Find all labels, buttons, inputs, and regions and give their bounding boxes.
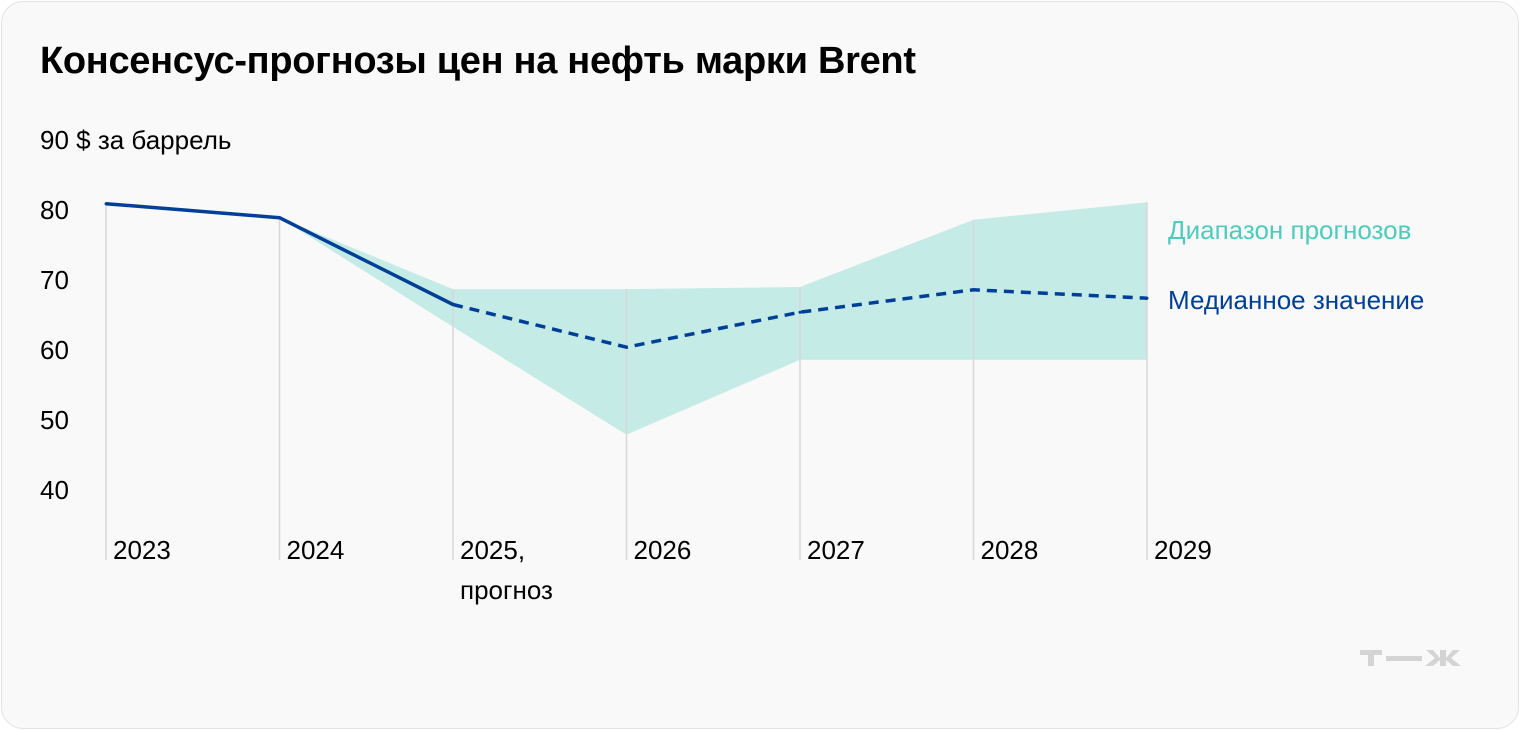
median-point — [1145, 296, 1149, 300]
y-tick-label: 50 — [40, 405, 69, 435]
legend-median-label: Медианное значение — [1168, 285, 1424, 315]
x-tick-label: 2023 — [113, 535, 171, 565]
x-tick-label: 2029 — [1154, 535, 1212, 565]
tzh-logo — [1360, 650, 1461, 666]
x-tick-label: 2026 — [634, 535, 692, 565]
x-tick-label: 2025, прогноз — [460, 535, 553, 605]
median-point — [798, 310, 802, 314]
y-tick-label: 40 — [40, 475, 69, 505]
y-tick-label: 60 — [40, 335, 69, 365]
median-point — [625, 345, 628, 349]
x-tick-label: 2028 — [981, 535, 1039, 565]
y-tick-label: 80 — [40, 195, 69, 225]
legend-range-label: Диапазон прогнозов — [1168, 215, 1411, 245]
x-tick-label: 2027 — [807, 535, 865, 565]
y-tick-label: 70 — [40, 265, 69, 295]
median-point — [451, 303, 455, 306]
y-tick-label: 90 $ за баррель — [40, 125, 231, 155]
median-line-forecast — [452, 288, 1148, 349]
median-point — [278, 216, 281, 220]
range-area — [279, 202, 1147, 435]
chart-title: Консенсус-прогнозы цен на нефть марки Br… — [40, 40, 916, 82]
median-point — [972, 288, 975, 292]
x-tick-label: 2024 — [287, 535, 345, 565]
median-point — [104, 202, 108, 206]
